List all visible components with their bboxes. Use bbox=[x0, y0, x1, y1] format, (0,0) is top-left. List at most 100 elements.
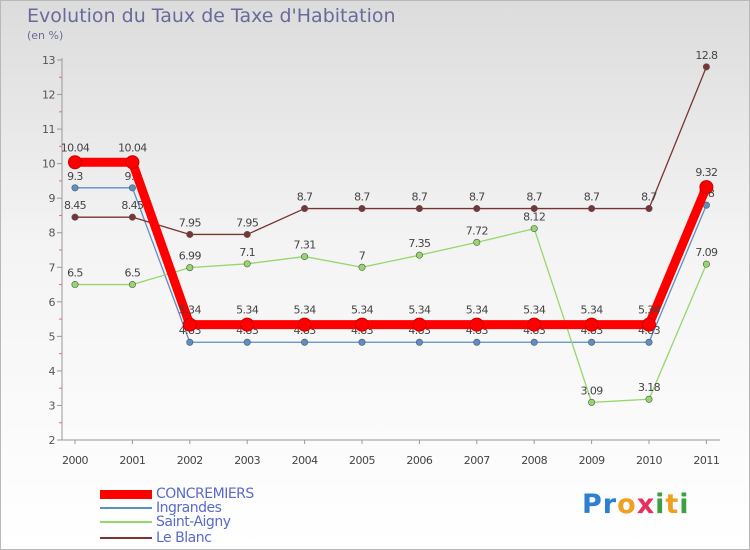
data-point bbox=[358, 338, 366, 346]
data-point bbox=[702, 260, 710, 268]
x-tick-label: 2005 bbox=[349, 454, 375, 467]
data-point bbox=[71, 281, 79, 289]
data-point bbox=[702, 63, 710, 71]
data-point bbox=[243, 230, 251, 238]
logo-letter: x bbox=[636, 489, 656, 520]
data-label: 5.34 bbox=[523, 304, 546, 317]
data-point bbox=[415, 251, 423, 259]
data-label: 5.34 bbox=[179, 304, 202, 317]
data-label: 8.7 bbox=[584, 191, 600, 204]
data-label: 7.31 bbox=[294, 239, 316, 252]
y-tick-label: 2 bbox=[49, 434, 56, 447]
data-label: 7 bbox=[359, 249, 366, 262]
data-label: 9.32 bbox=[695, 166, 717, 179]
data-point bbox=[68, 155, 82, 170]
data-point bbox=[473, 238, 481, 246]
data-point bbox=[182, 317, 197, 332]
data-label: 8.45 bbox=[121, 199, 144, 212]
data-point bbox=[645, 205, 653, 213]
data-label: 7.95 bbox=[236, 216, 259, 229]
data-point bbox=[642, 317, 656, 332]
logo-letter: t bbox=[665, 489, 680, 520]
data-point bbox=[530, 338, 538, 346]
data-label: 5.34 bbox=[351, 304, 374, 317]
data-label: 6.5 bbox=[67, 267, 83, 280]
series-line bbox=[74, 187, 708, 343]
x-tick-label: 2010 bbox=[636, 454, 662, 467]
x-tick-label: 2011 bbox=[693, 454, 719, 467]
data-label: 8.7 bbox=[297, 191, 313, 204]
y-tick-label: 12 bbox=[42, 89, 55, 102]
y-tick-label: 7 bbox=[49, 261, 56, 274]
data-label: 8.12 bbox=[523, 211, 545, 224]
data-point bbox=[584, 317, 599, 332]
data-point bbox=[128, 184, 136, 192]
data-point bbox=[645, 338, 653, 346]
data-label: 7.35 bbox=[408, 237, 431, 250]
data-point bbox=[412, 317, 427, 332]
data-label: 5.34 bbox=[408, 304, 431, 317]
data-label: 6.99 bbox=[179, 250, 202, 263]
legend-item-ingrandes: Ingrandes bbox=[100, 500, 222, 516]
logo-letter: i bbox=[655, 489, 666, 520]
data-point bbox=[301, 253, 309, 261]
y-tick-label: 9 bbox=[49, 192, 56, 205]
series-line bbox=[70, 157, 711, 330]
legend-label: Le Blanc bbox=[156, 530, 212, 546]
x-tick-label: 2009 bbox=[579, 454, 605, 467]
series-line bbox=[74, 227, 708, 403]
legend-item-le-blanc: Le Blanc bbox=[100, 530, 212, 546]
y-tick-label: 10 bbox=[42, 158, 55, 171]
data-label: 8.45 bbox=[64, 199, 87, 212]
data-point bbox=[128, 213, 136, 221]
data-label: 10.04 bbox=[61, 141, 90, 154]
data-point bbox=[588, 205, 596, 213]
proxiti-logo: Proxiti bbox=[582, 489, 690, 520]
data-point bbox=[355, 317, 369, 332]
data-point bbox=[588, 398, 596, 406]
legend-label: CONCREMIERS bbox=[156, 486, 254, 502]
data-point bbox=[71, 184, 79, 192]
data-label: 5.34 bbox=[466, 304, 489, 317]
x-tick-label: 2006 bbox=[406, 454, 432, 467]
data-label: 5.34 bbox=[294, 304, 317, 317]
data-point bbox=[125, 155, 140, 170]
data-point bbox=[240, 317, 255, 332]
data-point bbox=[530, 205, 538, 213]
data-point bbox=[186, 264, 194, 272]
data-point bbox=[71, 213, 79, 221]
chart-subtitle: (en %) bbox=[27, 29, 64, 42]
data-point bbox=[530, 225, 538, 233]
data-point bbox=[301, 338, 309, 346]
legend-swatch bbox=[100, 537, 152, 539]
data-point bbox=[527, 317, 542, 332]
x-tick-label: 2003 bbox=[234, 454, 260, 467]
data-point bbox=[469, 317, 484, 332]
data-point bbox=[415, 205, 423, 213]
legend-swatch bbox=[100, 507, 152, 509]
data-label: 8.7 bbox=[641, 191, 657, 204]
data-point bbox=[297, 317, 312, 332]
y-tick-label: 13 bbox=[42, 54, 55, 67]
x-tick-label: 2007 bbox=[464, 454, 490, 467]
x-tick-label: 2008 bbox=[521, 454, 547, 467]
data-label: 5.34 bbox=[638, 304, 661, 317]
y-tick-label: 11 bbox=[42, 123, 55, 136]
legend-label: Ingrandes bbox=[156, 500, 222, 516]
data-label: 7.95 bbox=[179, 216, 202, 229]
data-label: 5.34 bbox=[581, 304, 604, 317]
logo-letter: i bbox=[679, 489, 690, 520]
data-point bbox=[301, 205, 309, 213]
data-label: 10.04 bbox=[118, 141, 147, 154]
x-tick-label: 2004 bbox=[292, 454, 318, 467]
logo-letter: P bbox=[582, 489, 603, 520]
legend-swatch bbox=[100, 489, 152, 499]
data-label: 8.7 bbox=[354, 191, 370, 204]
data-label: 3.18 bbox=[638, 381, 661, 394]
data-label: 9.3 bbox=[67, 170, 83, 183]
data-point bbox=[473, 338, 481, 346]
data-label: 6.5 bbox=[125, 267, 141, 280]
legend-item-concremiers: CONCREMIERS bbox=[100, 486, 254, 502]
